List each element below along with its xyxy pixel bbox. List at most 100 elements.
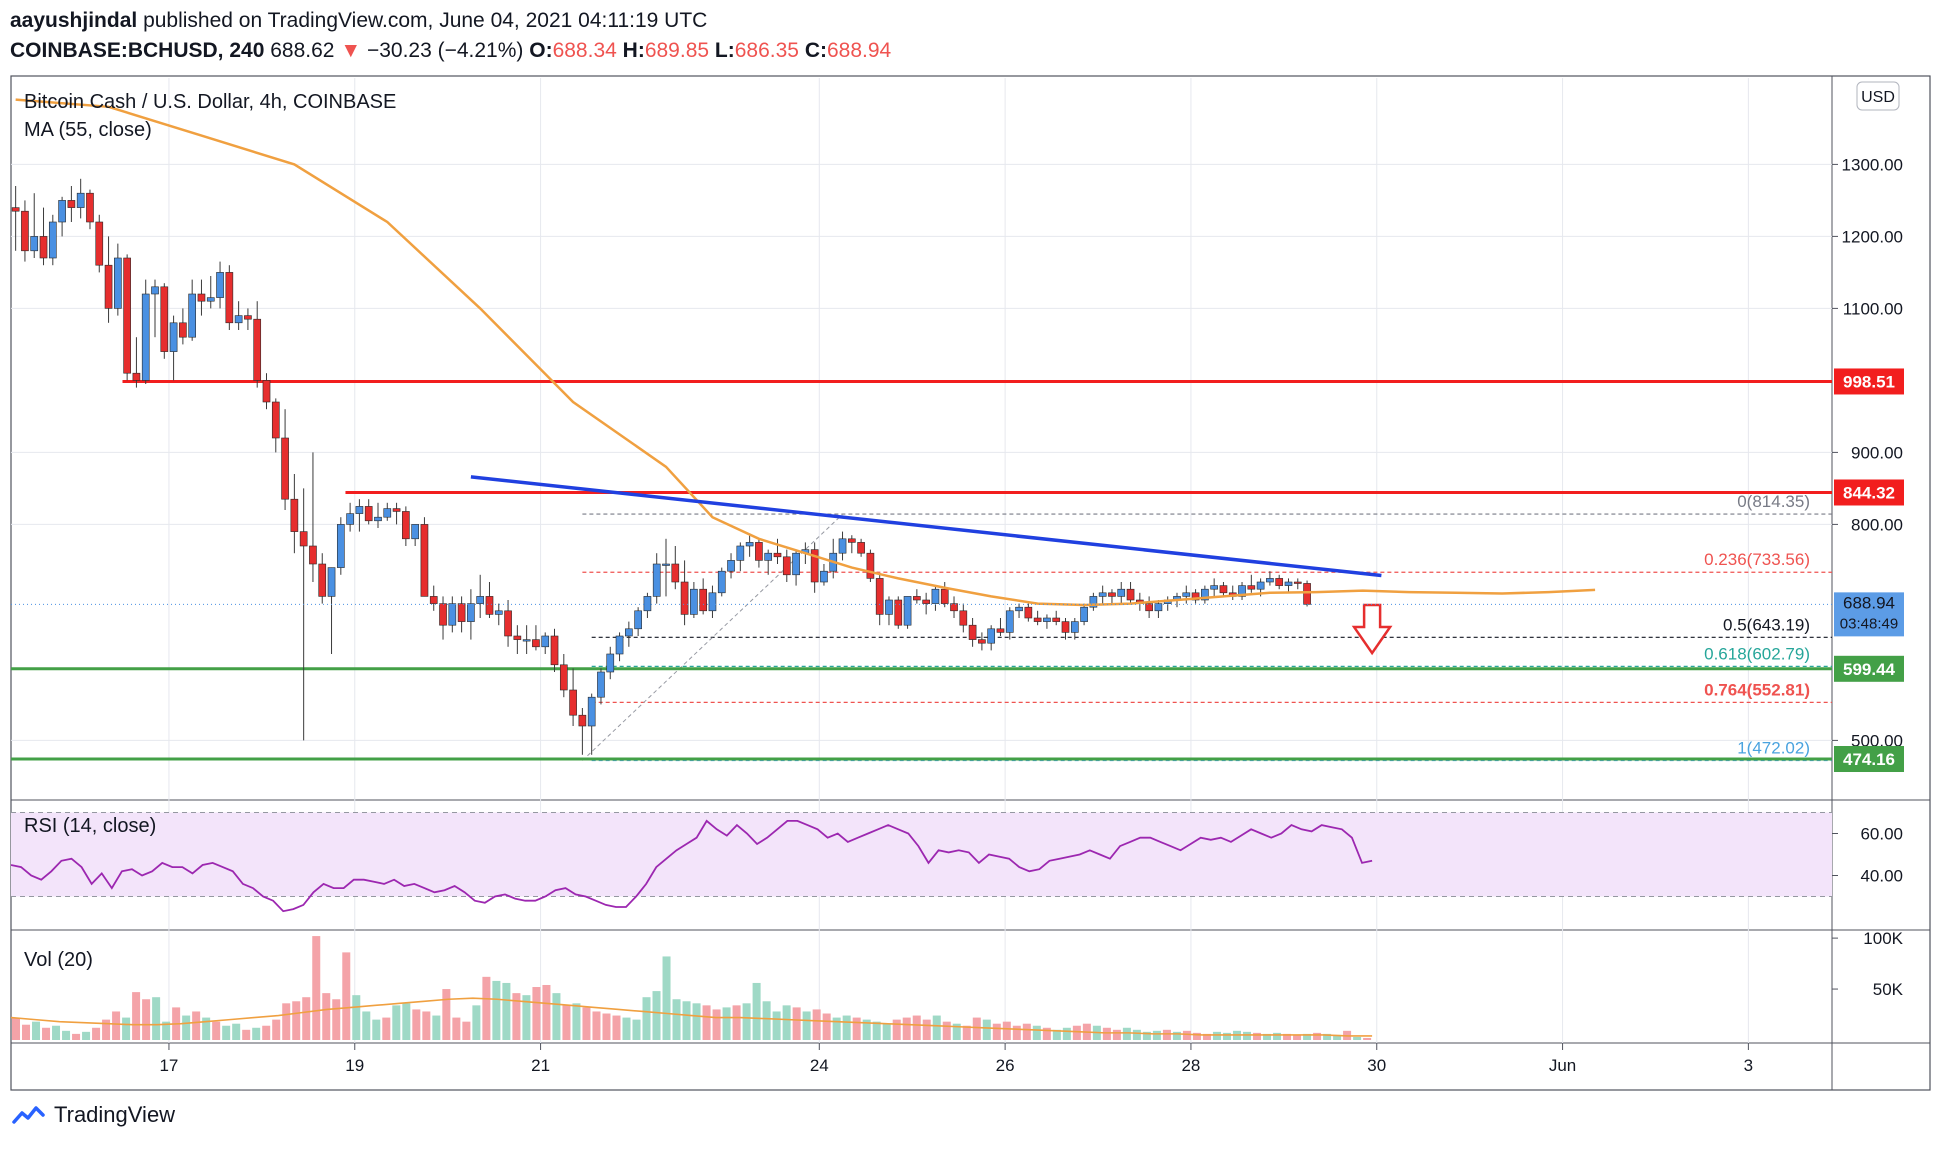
candle	[1089, 596, 1098, 608]
volume-bar	[282, 1003, 291, 1040]
volume-bar	[732, 1005, 741, 1040]
candle	[104, 264, 113, 309]
volume-bar	[352, 995, 361, 1040]
published-info: published on TradingView.com, June 04, 2…	[143, 9, 708, 32]
candle	[597, 671, 605, 698]
volume-bar	[232, 1023, 241, 1040]
volume-bar	[22, 1024, 31, 1040]
candle	[606, 653, 615, 673]
down-arrow-icon	[1351, 603, 1393, 656]
volume-bar	[132, 992, 141, 1040]
volume-bar	[382, 1017, 391, 1040]
candle	[875, 578, 884, 615]
candle	[513, 635, 522, 640]
volume-bar	[1162, 1029, 1171, 1040]
volume-bar	[862, 1019, 871, 1040]
candle	[615, 635, 624, 655]
candle	[30, 236, 39, 252]
volume-bar	[1152, 1030, 1161, 1040]
candle	[39, 236, 48, 259]
fib-level-label: 0.764(552.81)	[1704, 680, 1810, 699]
volume-bar	[582, 1007, 591, 1040]
candle	[355, 506, 364, 514]
candle	[1303, 583, 1311, 605]
author-name[interactable]: aayushjindal	[10, 9, 138, 32]
x-tick-label: 30	[1367, 1056, 1386, 1075]
candle	[866, 552, 875, 579]
volume-bar	[602, 1013, 611, 1040]
candle	[978, 639, 986, 644]
candle	[1015, 606, 1023, 612]
candle	[792, 552, 800, 576]
volume-bar	[122, 1017, 131, 1040]
candle	[336, 524, 345, 568]
candle	[253, 318, 262, 381]
last-price-tag	[1834, 592, 1904, 637]
volume-bar	[752, 982, 761, 1040]
candle	[522, 639, 531, 642]
candle	[1117, 588, 1126, 597]
candle	[847, 538, 856, 543]
candle	[940, 588, 949, 604]
candle	[114, 257, 122, 309]
candle	[244, 315, 252, 320]
candle	[782, 556, 791, 576]
x-tick-label: 26	[996, 1056, 1015, 1075]
candle	[1108, 592, 1116, 597]
fib-level-label: 0.618(602.79)	[1704, 644, 1810, 663]
candle	[857, 542, 865, 554]
candle	[11, 207, 20, 212]
candle	[1191, 592, 1200, 601]
candle	[504, 610, 512, 637]
volume-bar	[942, 1021, 951, 1040]
currency-box	[1856, 81, 1900, 111]
volume-legend: Vol (20)	[24, 949, 93, 971]
volume-ma-line	[10, 997, 1373, 1037]
volume-bar	[882, 1023, 891, 1040]
volume-bar	[812, 1009, 821, 1040]
volume-bar	[1323, 1033, 1332, 1040]
candle	[541, 635, 550, 648]
volume-bar	[1353, 1036, 1362, 1040]
volume-bar	[112, 1011, 121, 1040]
volume-bar	[492, 980, 501, 1040]
candle	[913, 596, 921, 601]
volume-bar	[362, 1011, 371, 1040]
volume-bar	[1242, 1031, 1252, 1040]
volume-bar	[342, 952, 351, 1040]
volume-bar	[152, 997, 161, 1040]
candle	[21, 210, 29, 252]
tradingview-logo[interactable]: TradingView	[10, 1102, 175, 1128]
fib-level-label: 0(814.35)	[1737, 492, 1810, 511]
volume-bar	[1303, 1033, 1312, 1040]
volume-bar	[212, 1021, 221, 1040]
volume-bar	[912, 1015, 921, 1040]
volume-bar	[1263, 1033, 1272, 1040]
volume-bar	[902, 1017, 911, 1040]
candle	[1238, 585, 1246, 597]
volume-bar	[1182, 1030, 1191, 1040]
volume-bar	[162, 1021, 171, 1040]
volume-bar	[1142, 1031, 1151, 1040]
candle	[727, 560, 735, 572]
bar-timer-label: 03:48:49	[1840, 615, 1898, 632]
candle	[662, 563, 670, 566]
candle	[160, 286, 169, 352]
volume-tick-label: 100K	[1863, 929, 1903, 948]
candle	[402, 511, 410, 540]
candle	[429, 596, 438, 604]
candle	[559, 664, 568, 691]
candle	[699, 588, 707, 612]
tradingview-cloud-icon	[12, 1106, 45, 1124]
volume-bar	[242, 1029, 251, 1040]
x-tick-label: 17	[159, 1056, 178, 1075]
candle	[810, 549, 819, 583]
volume-bar	[802, 1011, 811, 1040]
candle	[494, 610, 503, 615]
volume-bar	[1192, 1032, 1201, 1040]
candle	[690, 588, 698, 615]
candle	[216, 272, 224, 298]
volume-bar	[292, 1001, 301, 1040]
candle	[123, 257, 131, 374]
